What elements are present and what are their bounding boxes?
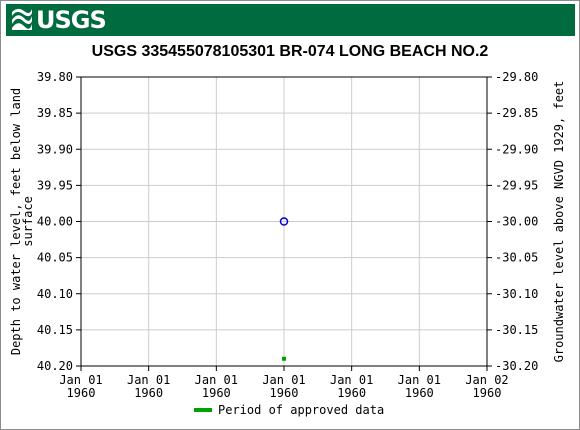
usgs-header-bar: USGS [6, 4, 575, 36]
x-tick-label-year: 1960 [270, 386, 299, 400]
usgs-wave-icon [12, 8, 32, 30]
x-tick-label-date: Jan 01 [59, 373, 102, 387]
y-right-tick-label: -29.95 [495, 178, 538, 192]
y-left-axis-label-line2: surface [21, 196, 35, 247]
axis-labels: Depth to water level, feet below landsur… [9, 81, 566, 363]
chart-title: USGS 335455078105301 BR-074 LONG BEACH N… [91, 43, 489, 60]
y-left-tick-label: 40.10 [37, 287, 73, 301]
usgs-logo-text: USGS [36, 6, 107, 34]
x-tick-label-year: 1960 [405, 386, 434, 400]
x-tick-label-year: 1960 [202, 386, 231, 400]
data-point-measurement [279, 217, 289, 226]
y-left-axis-label-line1: Depth to water level, feet below land [9, 88, 23, 355]
x-tick-label-date: Jan 01 [398, 373, 441, 387]
usgs-logo[interactable]: USGS [11, 6, 107, 34]
x-tick-label-year: 1960 [337, 386, 366, 400]
grid-lines [76, 76, 492, 371]
y-left-tick-label: 39.85 [37, 106, 73, 120]
x-tick-label-date: Jan 02 [465, 373, 508, 387]
x-tick-label-date: Jan 01 [330, 373, 373, 387]
x-tick-label-date: Jan 01 [262, 373, 305, 387]
x-tick-label-date: Jan 01 [195, 373, 238, 387]
y-left-tick-label: 40.00 [37, 215, 73, 229]
data-point-approved-period [282, 356, 286, 361]
y-right-tick-label: -30.15 [495, 323, 538, 337]
legend-label-approved: Period of approved data [218, 403, 385, 417]
y-right-tick-label: -30.10 [495, 287, 538, 301]
x-tick-label-date: Jan 01 [127, 373, 170, 387]
y-right-tick-labels: -29.80 -29.85 -29.90 -29.95 -30.00 -30.05 -30.… [495, 70, 538, 373]
y-left-tick-label: 39.80 [37, 70, 73, 84]
legend: Period of approved data [194, 402, 384, 418]
x-tick-label-year: 1960 [134, 386, 163, 400]
y-left-axis-label: Depth to water level, feet below landsur… [9, 88, 35, 355]
y-right-axis-label-text: Groundwater level above NGVD 1929, feet [552, 81, 566, 363]
y-right-tick-label: -29.85 [495, 106, 538, 120]
y-left-tick-labels: 39.80 39.85 39.90 39.95 40.00 40.05 40.10 40.15… [37, 70, 73, 373]
data-marks [279, 217, 289, 361]
y-right-tick-label: -30.00 [495, 215, 538, 229]
plot-area [80, 76, 488, 367]
x-tick-label-year: 1960 [67, 386, 96, 400]
y-left-tick-label: 40.05 [37, 251, 73, 265]
y-right-tick-label: -29.80 [495, 70, 538, 84]
y-left-tick-label: 40.15 [37, 323, 73, 337]
y-right-axis-label: Groundwater level above NGVD 1929, feet [552, 81, 566, 363]
y-left-tick-label: 40.20 [37, 359, 73, 373]
y-left-tick-label: 39.90 [37, 142, 73, 156]
y-right-tick-label: -30.20 [495, 359, 538, 373]
y-right-tick-label: -29.90 [495, 142, 538, 156]
y-left-tick-label: 39.95 [37, 178, 73, 192]
x-tick-label-year: 1960 [473, 386, 502, 400]
legend-swatch-approved [194, 408, 212, 412]
y-right-tick-label: -30.05 [495, 251, 538, 265]
